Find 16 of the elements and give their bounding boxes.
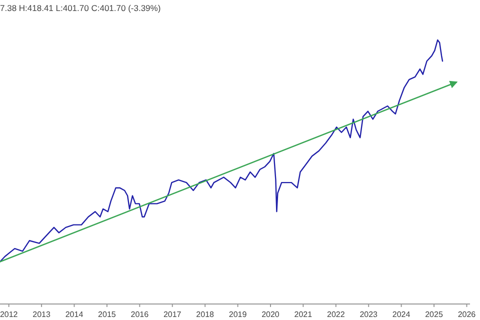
- x-tick-label: 2014: [65, 310, 84, 319]
- x-tick-label: 2018: [196, 310, 215, 319]
- text: 7.38 H:418.41 L:401.70 C:401.70 (-3.39%): [0, 3, 161, 13]
- x-tick-label: 2013: [32, 310, 51, 319]
- x-tick-label: 2019: [228, 310, 248, 319]
- x-tick-label: 2015: [98, 310, 116, 319]
- x-tick-label: 2012: [0, 310, 18, 319]
- x-tick-label: 2024: [392, 310, 411, 319]
- x-tick-label: 2023: [360, 310, 378, 319]
- x-tick-label: 2022: [327, 310, 346, 319]
- x-tick-label: 2017: [163, 310, 182, 319]
- x-tick-label: 2021: [294, 310, 313, 319]
- x-tick-label: 2016: [130, 310, 150, 319]
- x-tick-label: 2020: [262, 310, 280, 319]
- x-tick-label: 2026: [458, 310, 476, 319]
- x-tick-label: 2025: [425, 310, 444, 319]
